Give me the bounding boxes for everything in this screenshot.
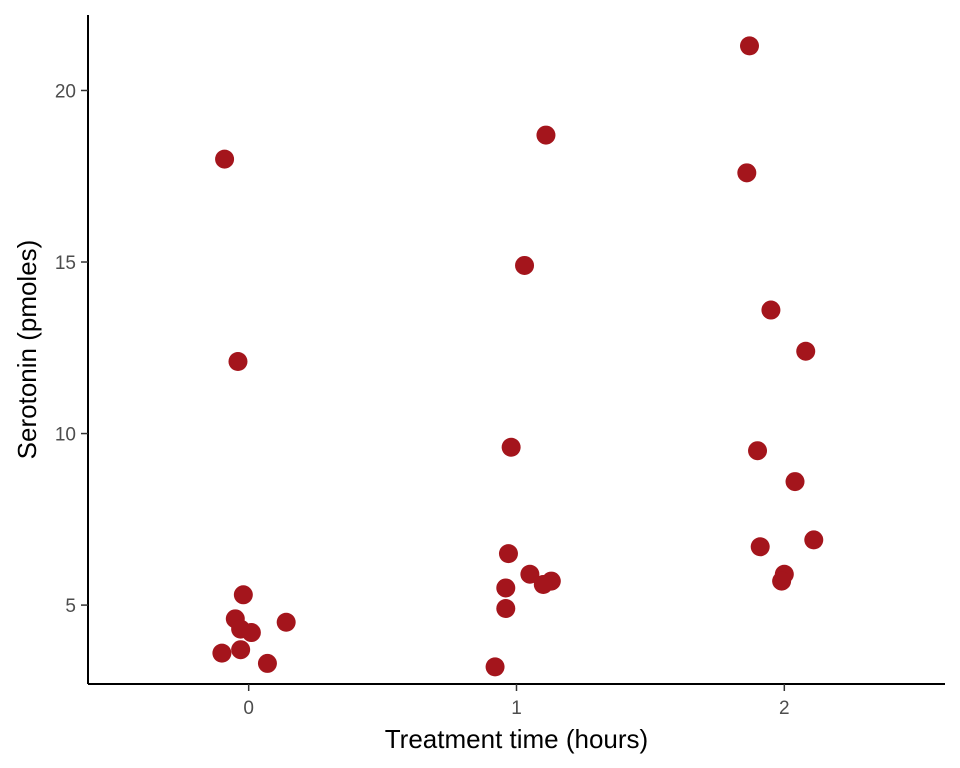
y-tick-label: 20	[55, 81, 76, 102]
data-point	[496, 599, 516, 619]
data-point	[496, 578, 516, 598]
data-point	[215, 149, 235, 169]
y-axis-title: Serotonin (pmoles)	[12, 240, 42, 460]
data-point	[785, 472, 805, 492]
data-point	[750, 537, 770, 557]
data-point	[276, 612, 296, 632]
data-point	[233, 585, 253, 605]
data-point	[241, 623, 261, 643]
y-tick-label: 15	[55, 253, 76, 274]
data-point	[772, 571, 792, 591]
data-point	[498, 544, 518, 564]
data-point	[804, 530, 824, 550]
data-point	[515, 255, 535, 275]
data-point	[257, 653, 277, 673]
data-point	[520, 564, 540, 584]
data-point	[536, 125, 556, 145]
data-point	[737, 163, 757, 183]
data-point	[533, 575, 553, 595]
data-point	[796, 341, 816, 361]
x-axis-title: Treatment time (hours)	[385, 724, 648, 754]
data-point	[212, 643, 232, 663]
data-point	[748, 441, 768, 461]
x-tick-label: 2	[779, 698, 790, 719]
y-tick-label: 5	[65, 596, 76, 617]
points-layer	[212, 36, 824, 677]
data-point	[761, 300, 781, 320]
x-axis-ticks: 0 1 2	[243, 684, 790, 719]
x-tick-label: 1	[511, 698, 522, 719]
data-point	[485, 657, 505, 677]
data-point	[739, 36, 759, 56]
data-point	[228, 352, 248, 372]
data-point	[231, 640, 251, 660]
y-axis-ticks: 5 10 15 20	[55, 81, 88, 617]
x-tick-label: 0	[243, 698, 254, 719]
y-tick-label: 10	[55, 425, 76, 446]
data-point	[501, 437, 521, 457]
